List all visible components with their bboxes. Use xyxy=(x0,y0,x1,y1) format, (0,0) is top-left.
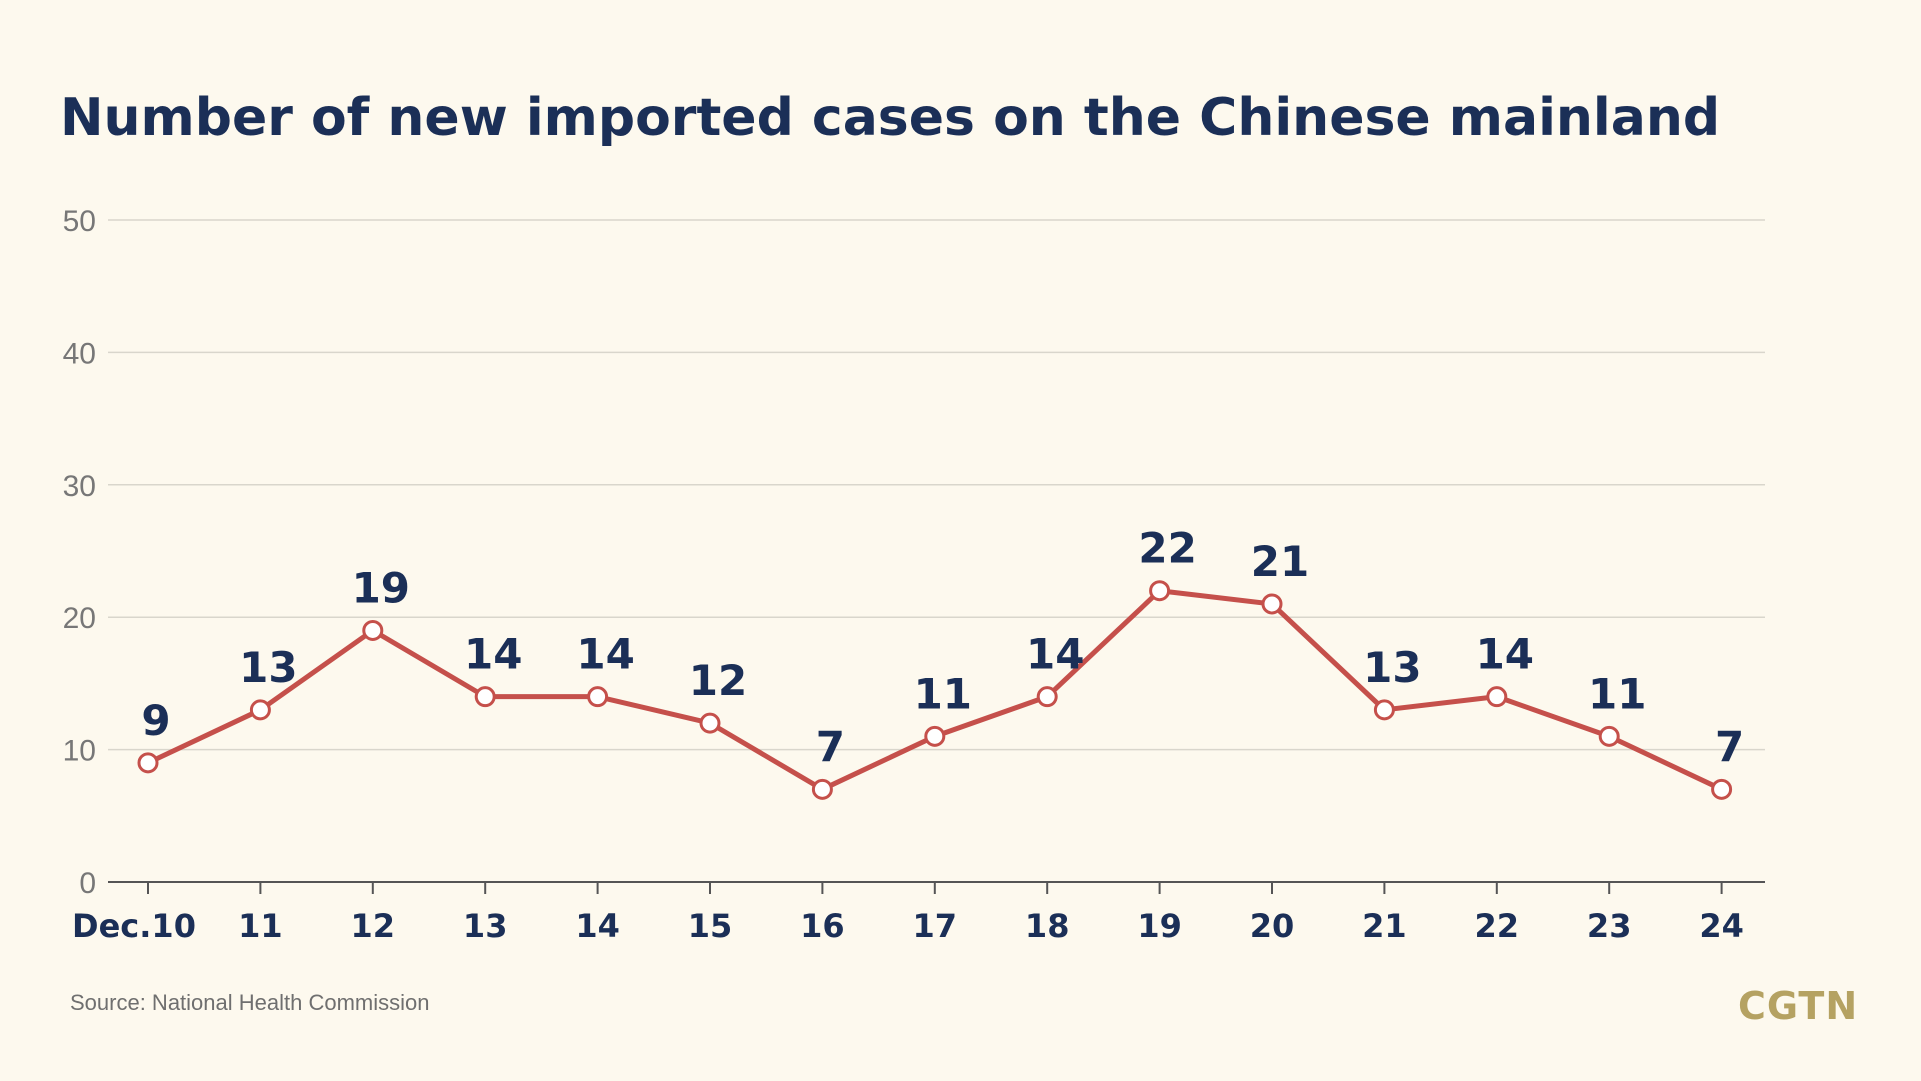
data-point xyxy=(1711,778,1733,800)
x-tick-label: 13 xyxy=(463,907,508,945)
y-tick-label: 0 xyxy=(79,867,96,900)
data-point xyxy=(1261,593,1283,615)
data-point xyxy=(474,686,496,708)
data-point xyxy=(811,778,833,800)
data-label: 9 xyxy=(141,696,170,745)
data-point xyxy=(1598,725,1620,747)
x-tick-label: Dec.10 xyxy=(72,907,196,945)
data-label: 14 xyxy=(1476,630,1534,679)
x-tick-label: 17 xyxy=(913,907,958,945)
data-point xyxy=(137,752,159,774)
data-label: 14 xyxy=(464,630,522,679)
data-label: 14 xyxy=(1026,630,1084,679)
y-tick-label: 30 xyxy=(63,470,96,503)
data-point xyxy=(1373,699,1395,721)
y-tick-label: 40 xyxy=(63,337,96,370)
data-label: 11 xyxy=(1588,669,1646,718)
x-tick-label: 14 xyxy=(575,907,620,945)
data-label: 19 xyxy=(352,563,410,612)
x-tick-label: 24 xyxy=(1699,907,1744,945)
x-axis xyxy=(108,881,1765,894)
data-label: 12 xyxy=(689,656,747,705)
data-point xyxy=(587,686,609,708)
chart-title: Number of new imported cases on the Chin… xyxy=(60,88,1721,148)
x-tick-label: 23 xyxy=(1587,907,1632,945)
x-tick-label: 11 xyxy=(238,907,283,945)
y-tick-label: 20 xyxy=(63,602,96,635)
y-tick-label: 10 xyxy=(63,735,96,768)
data-label: 14 xyxy=(576,630,634,679)
data-point xyxy=(924,725,946,747)
x-tick-label: 18 xyxy=(1025,907,1070,945)
x-tick-label: 20 xyxy=(1250,907,1295,945)
data-point xyxy=(249,699,271,721)
x-axis-ticks: Dec.10 11 12 13 14 15 16 17 18 19 20 21 22 23 24 xyxy=(72,907,1744,945)
x-tick-label: 21 xyxy=(1362,907,1407,945)
data-points xyxy=(137,580,1733,800)
x-tick-label: 22 xyxy=(1475,907,1520,945)
gridlines xyxy=(108,219,1765,751)
data-point xyxy=(1036,686,1058,708)
x-tick-label: 19 xyxy=(1137,907,1182,945)
data-labels: 9 13 19 14 14 12 7 11 14 22 21 13 14 11 7 xyxy=(141,524,1744,772)
data-point xyxy=(1149,580,1171,602)
data-label: 11 xyxy=(914,669,972,718)
data-label: 7 xyxy=(816,722,845,771)
data-label: 21 xyxy=(1251,537,1309,586)
x-tick-label: 15 xyxy=(688,907,733,945)
data-label: 22 xyxy=(1138,524,1196,573)
data-label: 13 xyxy=(239,643,297,692)
y-axis-ticks: 0 10 20 30 40 50 xyxy=(63,205,96,900)
source-note: Source: National Health Commission xyxy=(70,990,430,1015)
x-tick-label: 12 xyxy=(351,907,396,945)
x-tick-label: 16 xyxy=(800,907,845,945)
cgtn-logo: CGTN xyxy=(1738,984,1859,1028)
data-point xyxy=(362,619,384,641)
y-tick-label: 50 xyxy=(63,205,96,238)
data-point xyxy=(1486,686,1508,708)
data-point xyxy=(699,712,721,734)
data-label: 7 xyxy=(1715,722,1744,771)
data-label: 13 xyxy=(1363,643,1421,692)
